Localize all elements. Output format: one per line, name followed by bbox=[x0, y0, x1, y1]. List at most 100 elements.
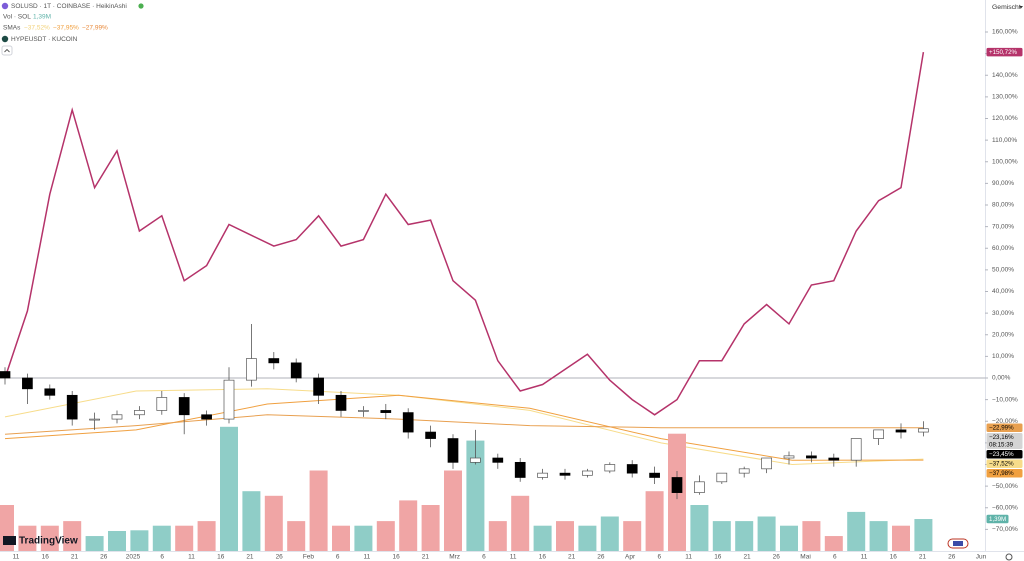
volume-bar bbox=[197, 521, 216, 551]
candle-body bbox=[268, 358, 280, 364]
logo: TradingView bbox=[3, 536, 78, 547]
candle-body bbox=[850, 438, 862, 461]
volume-bar bbox=[735, 521, 754, 551]
price-layer bbox=[0, 51, 929, 500]
x-tick-label: 21 bbox=[246, 554, 254, 561]
candle-body bbox=[134, 410, 145, 416]
y-tick-label: 20,00% bbox=[992, 331, 1014, 338]
y-tick-label: 40,00% bbox=[992, 288, 1014, 295]
legend-sma-value: −27,99% bbox=[82, 25, 108, 32]
volume-bar bbox=[600, 516, 619, 551]
settings-icon[interactable] bbox=[1005, 553, 1013, 561]
x-tick-label: 6 bbox=[482, 554, 486, 561]
y-tick-label: 70,00% bbox=[992, 223, 1014, 230]
y-tick-label: 60,00% bbox=[992, 245, 1014, 252]
candle-body bbox=[358, 410, 369, 412]
x-tick-label: 2025 bbox=[126, 554, 141, 561]
x-tick-label: 16 bbox=[539, 554, 547, 561]
price-label: −37,52% bbox=[989, 461, 1014, 468]
candle-body bbox=[694, 481, 705, 493]
price-label-box bbox=[986, 459, 1023, 468]
x-tick-label: 21 bbox=[568, 554, 576, 561]
y-tick-label: 50,00% bbox=[992, 267, 1014, 274]
y-tick-label: 140,00% bbox=[992, 72, 1018, 79]
legend-compare: HYPEUSDT · KUCOIN bbox=[11, 36, 78, 43]
x-tick-label: 26 bbox=[773, 554, 781, 561]
y-tick-label: 130,00% bbox=[992, 94, 1018, 101]
y-tick-label: −20,00% bbox=[992, 418, 1018, 425]
candle-body bbox=[806, 455, 817, 459]
volume-bar bbox=[623, 521, 642, 551]
x-tick-label: 26 bbox=[597, 554, 605, 561]
scale-mode[interactable]: Gemischt bbox=[992, 4, 1021, 11]
x-tick-label: Mrz bbox=[449, 554, 460, 561]
volume-bar bbox=[175, 525, 194, 551]
volume-bar bbox=[556, 521, 574, 551]
sma-line bbox=[4, 414, 924, 435]
volume-bar bbox=[242, 491, 261, 551]
logo-text: TradingView bbox=[19, 536, 78, 547]
x-tick-label: 6 bbox=[160, 554, 164, 561]
volume-bar bbox=[264, 495, 283, 551]
volume-bar bbox=[152, 525, 171, 551]
collapse-button[interactable] bbox=[1, 45, 13, 56]
price-label: +150,72% bbox=[989, 49, 1018, 56]
x-tick-label: Feb bbox=[303, 554, 315, 561]
volume-bar bbox=[399, 500, 418, 551]
volume-bar bbox=[914, 519, 933, 551]
symbol-icon bbox=[1, 2, 9, 10]
y-tick-label: 110,00% bbox=[992, 137, 1017, 144]
volume-bar bbox=[108, 530, 126, 551]
volume-bar bbox=[712, 521, 731, 551]
candle-body bbox=[582, 470, 593, 476]
candle-body bbox=[604, 464, 616, 472]
volume-bar bbox=[645, 491, 664, 551]
volume-bar bbox=[690, 505, 709, 551]
volume-bar bbox=[354, 525, 373, 551]
price-label-box bbox=[986, 432, 1023, 449]
candle-body bbox=[895, 429, 907, 433]
x-tick-label: 26 bbox=[276, 554, 284, 561]
volume-layer bbox=[0, 426, 933, 551]
x-tick-label: 16 bbox=[42, 554, 50, 561]
candle-body bbox=[537, 472, 548, 478]
candle-body bbox=[290, 362, 302, 379]
price-label: −22,99% bbox=[989, 425, 1014, 432]
volume-bar bbox=[309, 470, 328, 551]
x-tick-label: 11 bbox=[510, 554, 517, 561]
volume-bar bbox=[802, 521, 821, 551]
x-tick-label: 6 bbox=[336, 554, 340, 561]
x-tick-label: 11 bbox=[188, 554, 195, 561]
volume-label: 1,39M bbox=[989, 516, 1006, 523]
bottom-icons bbox=[947, 538, 1013, 561]
volume-bar bbox=[847, 511, 866, 551]
y-tick-label: 10,00% bbox=[992, 353, 1014, 360]
x-tick-label: 6 bbox=[833, 554, 837, 561]
candle-body bbox=[716, 472, 728, 483]
candle-body bbox=[738, 468, 750, 474]
candle-body bbox=[447, 438, 459, 463]
candle-body bbox=[0, 371, 11, 379]
countdown: 08:15:39 bbox=[989, 442, 1014, 449]
x-tick-label: 11 bbox=[364, 554, 371, 561]
x-tick-label: 26 bbox=[100, 554, 108, 561]
legend-symbol: SOLUSD · 1T · COINBASE · HeikinAshi bbox=[11, 3, 127, 10]
x-tick-label: 21 bbox=[919, 554, 927, 561]
volume-bar bbox=[130, 530, 149, 551]
x-tick-label: 16 bbox=[714, 554, 722, 561]
candle-body bbox=[828, 457, 840, 461]
price-label-box bbox=[986, 449, 1023, 459]
x-tick-label: Mai bbox=[800, 554, 810, 561]
volume-bar bbox=[824, 536, 843, 551]
candle-body bbox=[156, 397, 168, 411]
candle-body bbox=[313, 377, 324, 396]
x-tick-label: 21 bbox=[743, 554, 751, 561]
x-tick-label: 16 bbox=[217, 554, 225, 561]
candle-body bbox=[246, 358, 257, 381]
candle-body bbox=[425, 431, 436, 439]
y-tick-label: −60,00% bbox=[992, 504, 1018, 511]
candle-body bbox=[671, 477, 683, 493]
flag-icon-inner bbox=[953, 541, 963, 546]
